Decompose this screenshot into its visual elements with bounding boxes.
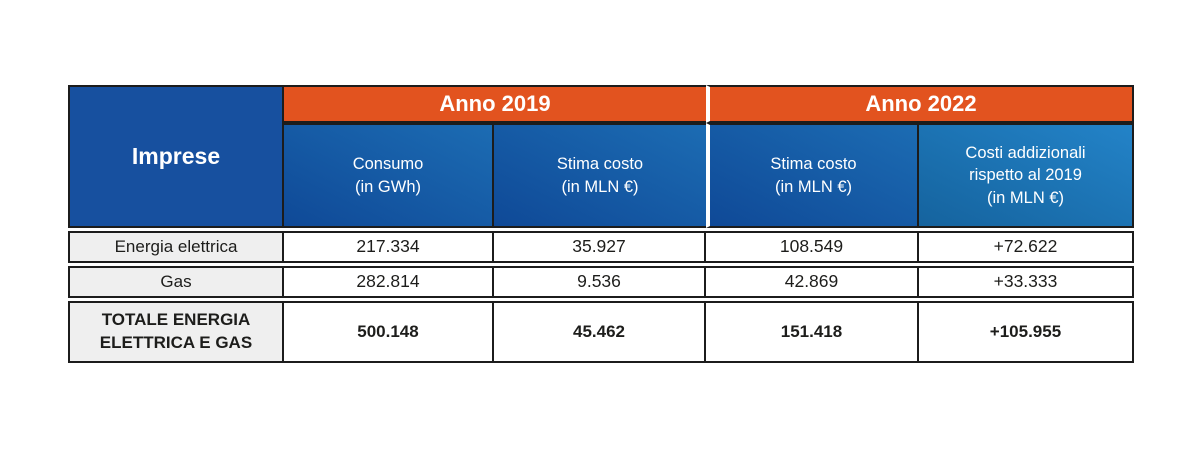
value-cell-total: 45.462: [494, 301, 706, 363]
group-header-anno-2022: Anno 2022: [706, 85, 1134, 123]
column-header-stima-costo-2019: Stima costo (in MLN €): [494, 123, 706, 228]
value-cell-total: +105.955: [919, 301, 1134, 363]
row-label-energia-elettrica: Energia elettrica: [68, 231, 284, 263]
value-cell: 9.536: [494, 266, 706, 298]
value-cell: +72.622: [919, 231, 1134, 263]
column-header-stima-costo-2022: Stima costo (in MLN €): [706, 123, 919, 228]
value-cell-total: 500.148: [284, 301, 494, 363]
value-cell: 282.814: [284, 266, 494, 298]
value-cell: +33.333: [919, 266, 1134, 298]
energy-costs-table: Imprese Anno 2019 Anno 2022 Consumo (in …: [68, 85, 1134, 363]
column-header-costi-addizionali: Costi addizionali rispetto al 2019 (in M…: [919, 123, 1134, 228]
row-label-totale-energia-elettrica-e-gas: TOTALE ENERGIA ELETTRICA E GAS: [68, 301, 284, 363]
value-cell-total: 151.418: [706, 301, 919, 363]
corner-header-imprese: Imprese: [68, 85, 284, 228]
value-cell: 42.869: [706, 266, 919, 298]
value-cell: 108.549: [706, 231, 919, 263]
group-header-anno-2019: Anno 2019: [284, 85, 706, 123]
row-label-gas: Gas: [68, 266, 284, 298]
value-cell: 217.334: [284, 231, 494, 263]
value-cell: 35.927: [494, 231, 706, 263]
column-header-consumo-gwh: Consumo (in GWh): [284, 123, 494, 228]
